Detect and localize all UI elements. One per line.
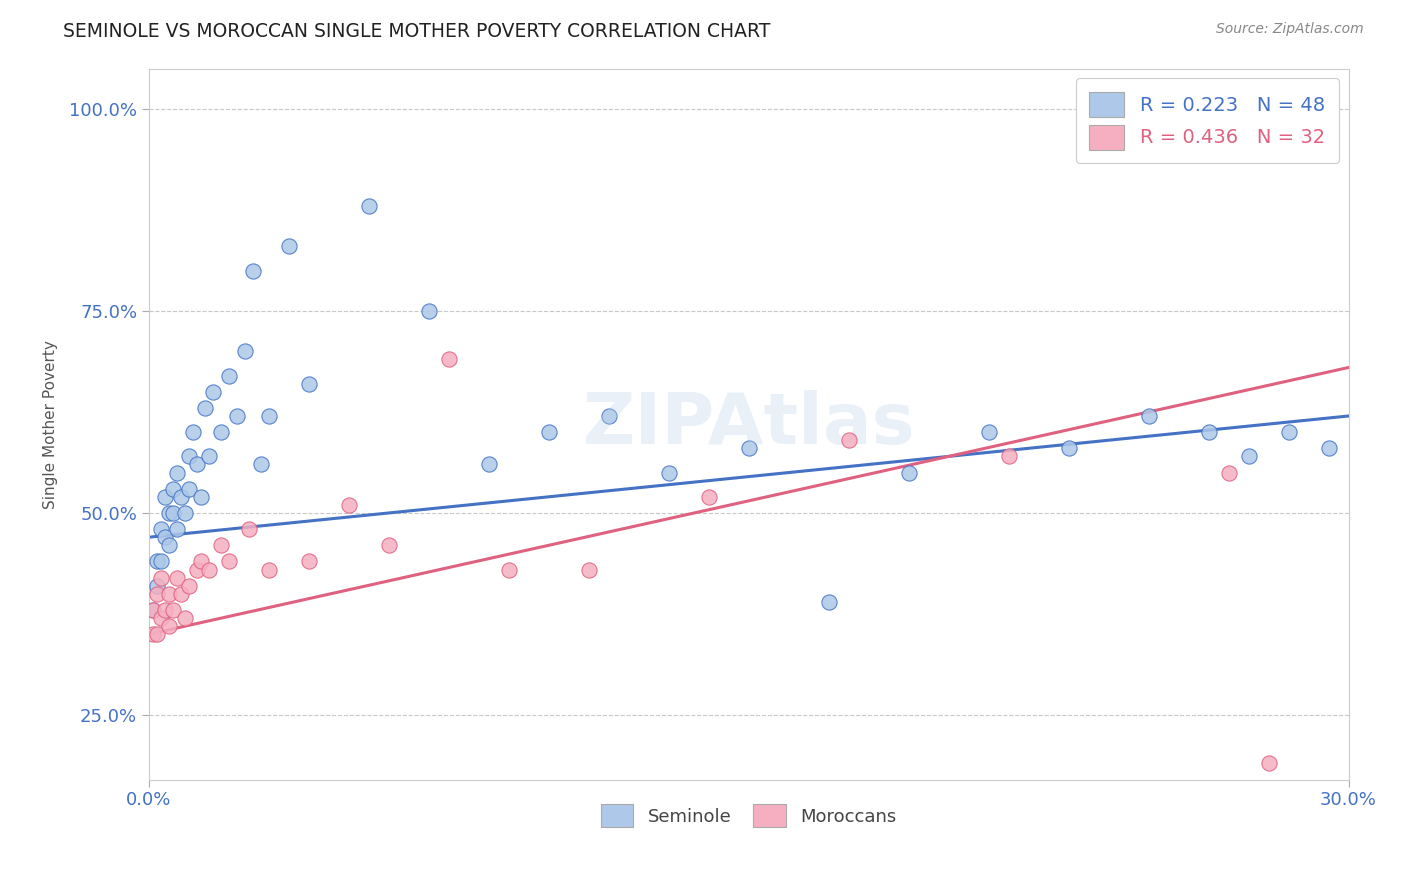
Point [209, 538, 232, 552]
Point [153, 490, 176, 504]
Point [817, 595, 839, 609]
Point [150, 522, 173, 536]
Point [437, 352, 460, 367]
Point [257, 562, 280, 576]
Point [1218, 466, 1240, 480]
Point [226, 409, 249, 423]
Point [170, 490, 193, 504]
Point [257, 409, 280, 423]
Point [233, 344, 256, 359]
Point [697, 490, 720, 504]
Point [997, 450, 1019, 464]
Point [142, 603, 165, 617]
Point [498, 562, 520, 576]
Point [209, 425, 232, 439]
Point [738, 442, 761, 456]
Point [1198, 425, 1220, 439]
Point [198, 450, 221, 464]
Point [146, 587, 169, 601]
Point [146, 554, 169, 568]
Point [418, 304, 440, 318]
Point [977, 425, 1000, 439]
Text: ZIPAtlas: ZIPAtlas [582, 390, 915, 458]
Point [166, 571, 188, 585]
Point [174, 611, 197, 625]
Point [162, 482, 184, 496]
Point [181, 425, 204, 439]
Point [658, 466, 681, 480]
Point [537, 425, 560, 439]
Point [598, 409, 620, 423]
Point [201, 384, 224, 399]
Point [146, 579, 169, 593]
Point [177, 450, 200, 464]
Point [250, 458, 273, 472]
Point [157, 619, 180, 633]
Point [1317, 442, 1340, 456]
Point [153, 603, 176, 617]
Point [166, 466, 188, 480]
Point [186, 458, 208, 472]
Point [1257, 756, 1279, 771]
Point [298, 554, 321, 568]
Point [162, 506, 184, 520]
Point [298, 376, 321, 391]
Point [478, 458, 501, 472]
Point [157, 587, 180, 601]
Point [177, 482, 200, 496]
Point [162, 603, 184, 617]
Point [218, 368, 240, 383]
Point [1057, 442, 1080, 456]
Point [242, 263, 264, 277]
Point [150, 554, 173, 568]
Legend: Seminole, Moroccans: Seminole, Moroccans [593, 797, 904, 835]
Point [1277, 425, 1299, 439]
Point [190, 490, 212, 504]
Point [166, 522, 188, 536]
Point [142, 603, 165, 617]
Point [150, 611, 173, 625]
Text: Source: ZipAtlas.com: Source: ZipAtlas.com [1216, 22, 1364, 37]
Point [218, 554, 240, 568]
Point [157, 506, 180, 520]
Point [578, 562, 600, 576]
Point [194, 401, 217, 415]
Point [142, 627, 165, 641]
Point [357, 199, 380, 213]
Point [1237, 450, 1260, 464]
Point [238, 522, 260, 536]
Point [170, 587, 193, 601]
Point [174, 506, 197, 520]
Y-axis label: Single Mother Poverty: Single Mother Poverty [44, 340, 58, 508]
Point [153, 530, 176, 544]
Point [190, 554, 212, 568]
Point [897, 466, 920, 480]
Point [1137, 409, 1160, 423]
Point [198, 562, 221, 576]
Point [146, 627, 169, 641]
Point [337, 498, 360, 512]
Point [150, 571, 173, 585]
Point [157, 538, 180, 552]
Point [186, 562, 208, 576]
Point [278, 239, 301, 253]
Point [838, 434, 860, 448]
Point [177, 579, 200, 593]
Point [378, 538, 401, 552]
Text: SEMINOLE VS MOROCCAN SINGLE MOTHER POVERTY CORRELATION CHART: SEMINOLE VS MOROCCAN SINGLE MOTHER POVER… [63, 22, 770, 41]
